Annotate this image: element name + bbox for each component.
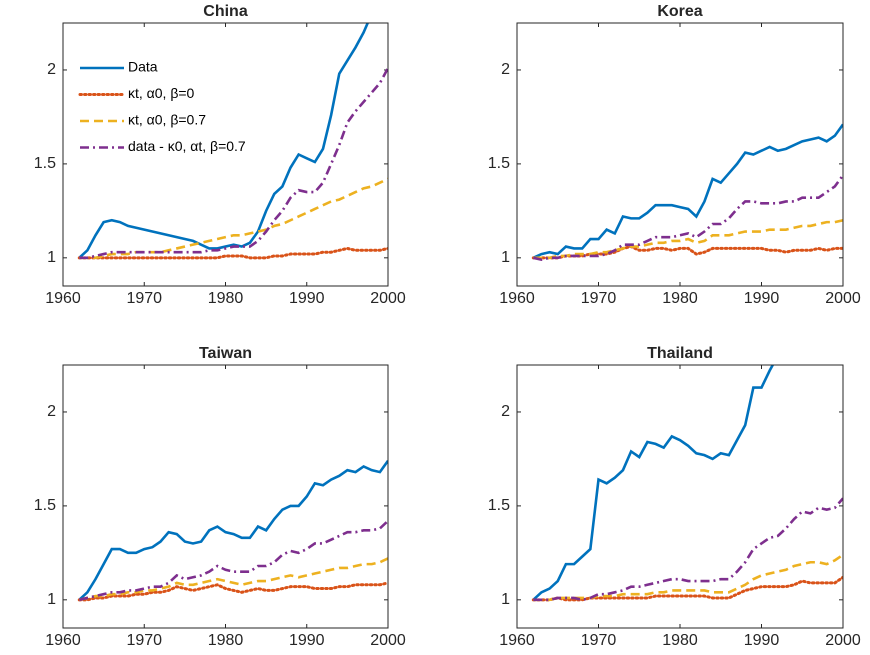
x-tick-label: 2000 (370, 632, 406, 649)
y-tick-label: 1 (501, 249, 510, 266)
panel: Thailand 1960 1970 1980 1990 2000 1 1.5 2 (488, 345, 861, 649)
panel-title: Thailand (647, 345, 713, 362)
x-tick-label: 1990 (289, 290, 325, 307)
panel-title: Taiwan (199, 345, 252, 362)
y-tick-label: 1 (47, 249, 56, 266)
series-line (79, 177, 388, 260)
x-tick-label: 1990 (744, 290, 780, 307)
x-tick-label: 2000 (370, 290, 406, 307)
series-line (77, 581, 388, 602)
series-line (533, 497, 843, 602)
panel: Korea 1960 1970 1980 1990 2000 1 1.5 2 (488, 3, 861, 307)
series-line (533, 553, 843, 602)
panel-title: China (203, 3, 248, 20)
y-tick-label: 2 (501, 61, 510, 78)
series-line (532, 123, 843, 260)
axes-box (62, 22, 389, 287)
y-tick-label: 2 (47, 403, 56, 420)
panel: Taiwan 1960 1970 1980 1990 2000 1 1.5 2 (34, 345, 406, 649)
series-line (532, 365, 775, 601)
panel-title: Korea (657, 3, 702, 20)
x-tick-label: 1960 (45, 632, 81, 649)
y-tick-label: 2 (47, 61, 56, 78)
legend-label: κt, α0, β=0.7 (128, 112, 206, 128)
panel: China 1960 1970 1980 1990 2000 1 1.5 2 Data κt, α0… (34, 3, 406, 307)
x-tick-label: 1980 (208, 290, 244, 307)
x-tick-label: 1990 (744, 632, 780, 649)
series-line (533, 174, 843, 262)
x-tick-label: 1960 (499, 632, 535, 649)
y-tick-label: 1.5 (34, 155, 56, 172)
y-tick-label: 1.5 (488, 155, 510, 172)
x-tick-label: 1970 (126, 290, 162, 307)
series-line (79, 67, 388, 260)
series-line (533, 218, 843, 260)
y-tick-label: 1.5 (488, 497, 510, 514)
x-tick-label: 1970 (581, 632, 617, 649)
y-tick-label: 2 (501, 403, 510, 420)
x-tick-label: 1980 (662, 290, 698, 307)
x-tick-label: 1970 (581, 290, 617, 307)
axes-box (516, 364, 844, 629)
legend: Data κt, α0, β=0 κt, α0, β=0.7 data - κ0, α… (78, 59, 246, 154)
plot-area (517, 365, 843, 628)
x-tick-label: 1970 (126, 632, 162, 649)
y-tick-label: 1 (47, 591, 56, 608)
x-tick-label: 1960 (45, 290, 81, 307)
x-tick-label: 2000 (825, 632, 861, 649)
series-line (78, 23, 370, 259)
plot-area (63, 365, 388, 628)
x-tick-label: 1980 (208, 632, 244, 649)
x-tick-label: 1960 (499, 290, 535, 307)
legend-label: Data (128, 59, 158, 75)
series-line (78, 460, 388, 601)
axes-box (516, 22, 844, 287)
series-line (78, 519, 388, 602)
legend-label: data - κ0, αt, β=0.7 (128, 138, 246, 154)
y-tick-label: 1 (501, 591, 510, 608)
axes-box (62, 364, 389, 629)
series-line (77, 246, 388, 260)
x-tick-label: 2000 (825, 290, 861, 307)
x-tick-label: 1980 (662, 632, 698, 649)
legend-label: κt, α0, β=0 (128, 85, 195, 101)
y-tick-label: 1.5 (34, 497, 56, 514)
x-tick-label: 1990 (289, 632, 325, 649)
series-line (78, 557, 388, 602)
